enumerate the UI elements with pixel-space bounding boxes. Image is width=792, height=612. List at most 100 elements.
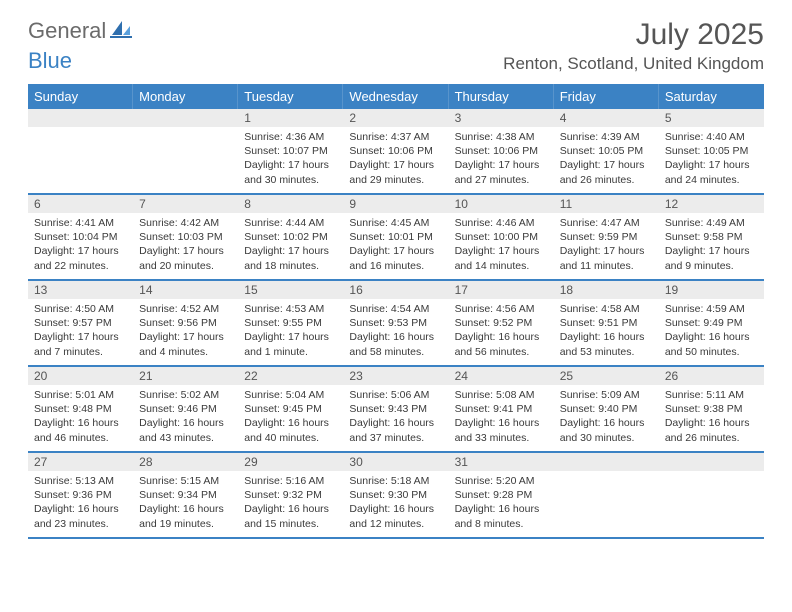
daylight-line-1: Daylight: 17 hours bbox=[244, 158, 337, 172]
day-number: 14 bbox=[133, 281, 238, 299]
sunrise-line: Sunrise: 4:42 AM bbox=[139, 216, 232, 230]
day-number: 4 bbox=[554, 109, 659, 127]
daylight-line-1: Daylight: 17 hours bbox=[139, 330, 232, 344]
daylight-line-2: and 18 minutes. bbox=[244, 259, 337, 273]
sunset-line: Sunset: 9:40 PM bbox=[560, 402, 653, 416]
day-body: Sunrise: 5:04 AMSunset: 9:45 PMDaylight:… bbox=[238, 385, 343, 450]
day-cell: 29Sunrise: 5:16 AMSunset: 9:32 PMDayligh… bbox=[238, 453, 343, 537]
sunrise-line: Sunrise: 5:09 AM bbox=[560, 388, 653, 402]
day-number: 31 bbox=[449, 453, 554, 471]
sunset-line: Sunset: 10:01 PM bbox=[349, 230, 442, 244]
day-number: 11 bbox=[554, 195, 659, 213]
day-cell: 10Sunrise: 4:46 AMSunset: 10:00 PMDaylig… bbox=[449, 195, 554, 279]
day-body: Sunrise: 4:54 AMSunset: 9:53 PMDaylight:… bbox=[343, 299, 448, 364]
day-cell: 3Sunrise: 4:38 AMSunset: 10:06 PMDayligh… bbox=[449, 109, 554, 193]
sunrise-line: Sunrise: 5:06 AM bbox=[349, 388, 442, 402]
sunrise-line: Sunrise: 5:16 AM bbox=[244, 474, 337, 488]
day-cell: 1Sunrise: 4:36 AMSunset: 10:07 PMDayligh… bbox=[238, 109, 343, 193]
daylight-line-2: and 8 minutes. bbox=[455, 517, 548, 531]
day-cell bbox=[659, 453, 764, 537]
daylight-line-2: and 22 minutes. bbox=[34, 259, 127, 273]
daylight-line-1: Daylight: 17 hours bbox=[455, 244, 548, 258]
day-cell: 16Sunrise: 4:54 AMSunset: 9:53 PMDayligh… bbox=[343, 281, 448, 365]
day-body: Sunrise: 5:16 AMSunset: 9:32 PMDaylight:… bbox=[238, 471, 343, 536]
day-number bbox=[28, 109, 133, 127]
day-cell: 27Sunrise: 5:13 AMSunset: 9:36 PMDayligh… bbox=[28, 453, 133, 537]
sunrise-line: Sunrise: 4:41 AM bbox=[34, 216, 127, 230]
daylight-line-1: Daylight: 17 hours bbox=[34, 244, 127, 258]
day-number: 30 bbox=[343, 453, 448, 471]
day-body: Sunrise: 4:38 AMSunset: 10:06 PMDaylight… bbox=[449, 127, 554, 192]
daylight-line-2: and 40 minutes. bbox=[244, 431, 337, 445]
sunrise-line: Sunrise: 4:40 AM bbox=[665, 130, 758, 144]
day-cell: 31Sunrise: 5:20 AMSunset: 9:28 PMDayligh… bbox=[449, 453, 554, 537]
sunset-line: Sunset: 10:04 PM bbox=[34, 230, 127, 244]
daylight-line-1: Daylight: 16 hours bbox=[139, 416, 232, 430]
day-number: 1 bbox=[238, 109, 343, 127]
daylight-line-1: Daylight: 17 hours bbox=[560, 244, 653, 258]
daylight-line-2: and 58 minutes. bbox=[349, 345, 442, 359]
logo-word-1: General bbox=[28, 18, 106, 44]
sunset-line: Sunset: 9:49 PM bbox=[665, 316, 758, 330]
day-number: 27 bbox=[28, 453, 133, 471]
sunset-line: Sunset: 9:57 PM bbox=[34, 316, 127, 330]
day-cell bbox=[133, 109, 238, 193]
sunrise-line: Sunrise: 4:49 AM bbox=[665, 216, 758, 230]
daylight-line-1: Daylight: 16 hours bbox=[139, 502, 232, 516]
day-number: 28 bbox=[133, 453, 238, 471]
sunrise-line: Sunrise: 5:13 AM bbox=[34, 474, 127, 488]
daylight-line-1: Daylight: 16 hours bbox=[244, 502, 337, 516]
daylight-line-1: Daylight: 16 hours bbox=[665, 416, 758, 430]
daylight-line-1: Daylight: 17 hours bbox=[34, 330, 127, 344]
daylight-line-2: and 24 minutes. bbox=[665, 173, 758, 187]
daylight-line-1: Daylight: 16 hours bbox=[244, 416, 337, 430]
day-body: Sunrise: 4:46 AMSunset: 10:00 PMDaylight… bbox=[449, 213, 554, 278]
day-cell: 19Sunrise: 4:59 AMSunset: 9:49 PMDayligh… bbox=[659, 281, 764, 365]
daylight-line-1: Daylight: 16 hours bbox=[560, 330, 653, 344]
daylight-line-2: and 7 minutes. bbox=[34, 345, 127, 359]
daylight-line-2: and 9 minutes. bbox=[665, 259, 758, 273]
daylight-line-2: and 1 minute. bbox=[244, 345, 337, 359]
sunrise-line: Sunrise: 4:54 AM bbox=[349, 302, 442, 316]
day-body: Sunrise: 5:11 AMSunset: 9:38 PMDaylight:… bbox=[659, 385, 764, 450]
day-body: Sunrise: 4:56 AMSunset: 9:52 PMDaylight:… bbox=[449, 299, 554, 364]
sunrise-line: Sunrise: 5:15 AM bbox=[139, 474, 232, 488]
daylight-line-2: and 16 minutes. bbox=[349, 259, 442, 273]
day-number: 3 bbox=[449, 109, 554, 127]
daylight-line-2: and 27 minutes. bbox=[455, 173, 548, 187]
sunset-line: Sunset: 9:28 PM bbox=[455, 488, 548, 502]
sunrise-line: Sunrise: 5:01 AM bbox=[34, 388, 127, 402]
day-number bbox=[133, 109, 238, 127]
sunset-line: Sunset: 9:34 PM bbox=[139, 488, 232, 502]
weekday-header-row: Sunday Monday Tuesday Wednesday Thursday… bbox=[28, 84, 764, 109]
day-body: Sunrise: 5:09 AMSunset: 9:40 PMDaylight:… bbox=[554, 385, 659, 450]
daylight-line-2: and 43 minutes. bbox=[139, 431, 232, 445]
day-body: Sunrise: 4:50 AMSunset: 9:57 PMDaylight:… bbox=[28, 299, 133, 364]
sunset-line: Sunset: 10:07 PM bbox=[244, 144, 337, 158]
weekday-monday: Monday bbox=[133, 84, 238, 109]
day-body: Sunrise: 4:59 AMSunset: 9:49 PMDaylight:… bbox=[659, 299, 764, 364]
day-body: Sunrise: 4:53 AMSunset: 9:55 PMDaylight:… bbox=[238, 299, 343, 364]
daylight-line-1: Daylight: 16 hours bbox=[349, 416, 442, 430]
day-cell bbox=[28, 109, 133, 193]
day-number: 25 bbox=[554, 367, 659, 385]
day-cell: 18Sunrise: 4:58 AMSunset: 9:51 PMDayligh… bbox=[554, 281, 659, 365]
month-title: July 2025 bbox=[503, 18, 764, 52]
day-body: Sunrise: 4:41 AMSunset: 10:04 PMDaylight… bbox=[28, 213, 133, 278]
day-number: 17 bbox=[449, 281, 554, 299]
daylight-line-2: and 11 minutes. bbox=[560, 259, 653, 273]
sunset-line: Sunset: 9:52 PM bbox=[455, 316, 548, 330]
daylight-line-1: Daylight: 16 hours bbox=[349, 330, 442, 344]
day-number: 18 bbox=[554, 281, 659, 299]
daylight-line-1: Daylight: 16 hours bbox=[560, 416, 653, 430]
day-cell: 8Sunrise: 4:44 AMSunset: 10:02 PMDayligh… bbox=[238, 195, 343, 279]
sunset-line: Sunset: 10:05 PM bbox=[665, 144, 758, 158]
sunrise-line: Sunrise: 5:18 AM bbox=[349, 474, 442, 488]
day-cell: 17Sunrise: 4:56 AMSunset: 9:52 PMDayligh… bbox=[449, 281, 554, 365]
week-row: 6Sunrise: 4:41 AMSunset: 10:04 PMDayligh… bbox=[28, 195, 764, 281]
day-number: 16 bbox=[343, 281, 448, 299]
daylight-line-2: and 56 minutes. bbox=[455, 345, 548, 359]
sunset-line: Sunset: 9:41 PM bbox=[455, 402, 548, 416]
daylight-line-2: and 37 minutes. bbox=[349, 431, 442, 445]
daylight-line-1: Daylight: 16 hours bbox=[34, 416, 127, 430]
